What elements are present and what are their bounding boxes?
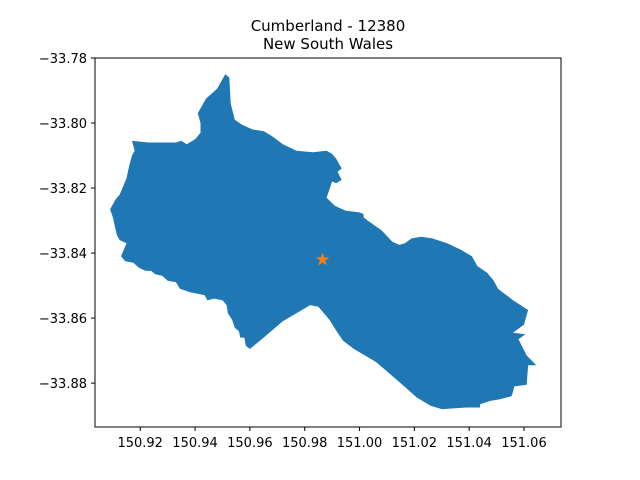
y-tick-label: −33.84 [39, 247, 87, 262]
x-axis: 150.92 150.94 150.96 150.98 151.00 151.02 151.… [117, 427, 547, 451]
star-icon [315, 252, 330, 266]
x-tick-label: 151.02 [392, 436, 438, 451]
x-tick-label: 151.04 [446, 436, 492, 451]
x-tick-label: 150.98 [282, 436, 328, 451]
y-tick-label: −33.86 [39, 312, 87, 327]
y-tick-label: −33.78 [39, 52, 87, 67]
x-tick-label: 151.00 [337, 436, 383, 451]
x-tick-label: 151.06 [501, 436, 547, 451]
y-tick-label: −33.88 [39, 377, 87, 392]
y-tick-label: −33.82 [39, 182, 87, 197]
region-boundary-shape [110, 74, 537, 410]
map-title-line1: Cumberland - 12380 [251, 17, 406, 35]
x-tick-label: 150.92 [117, 436, 163, 451]
x-tick-label: 150.96 [227, 436, 273, 451]
y-axis: −33.78 −33.80 −33.82 −33.84 −33.86 −33.88 [39, 52, 95, 392]
y-tick-label: −33.80 [39, 117, 87, 132]
axes-frame [94, 57, 562, 428]
map-title-line2: New South Wales [263, 35, 393, 53]
x-tick-label: 150.94 [172, 436, 218, 451]
plot-area [94, 57, 562, 428]
